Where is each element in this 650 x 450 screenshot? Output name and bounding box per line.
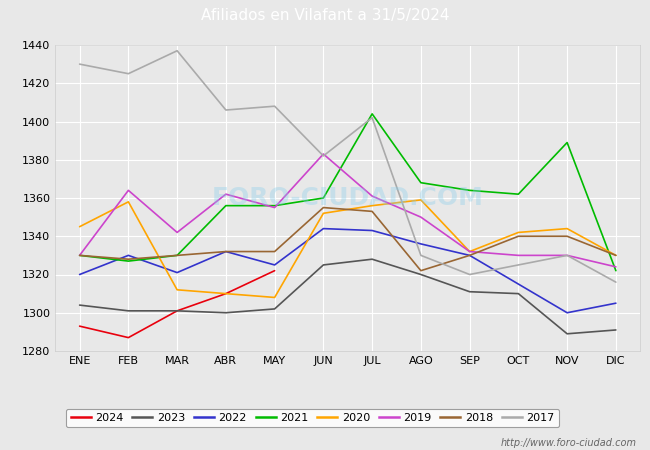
Text: FORO-CIUDAD.COM: FORO-CIUDAD.COM [212, 186, 484, 210]
Legend: 2024, 2023, 2022, 2021, 2020, 2019, 2018, 2017: 2024, 2023, 2022, 2021, 2020, 2019, 2018… [66, 409, 559, 428]
Text: Afiliados en Vilafant a 31/5/2024: Afiliados en Vilafant a 31/5/2024 [201, 8, 449, 23]
Text: http://www.foro-ciudad.com: http://www.foro-ciudad.com [501, 438, 637, 448]
